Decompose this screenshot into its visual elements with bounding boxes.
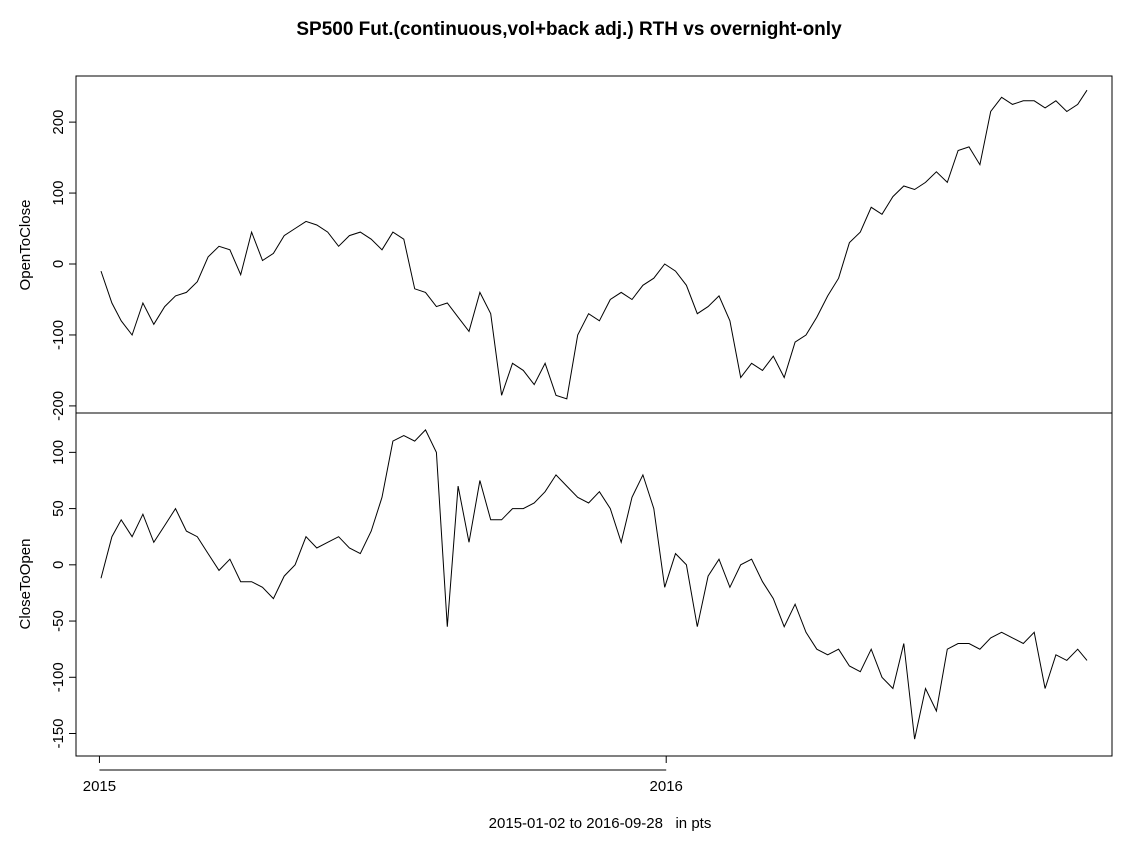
y-axis-label-bottom: CloseToOpen [17,539,34,630]
y-tick-label: 200 [50,110,67,135]
series-line-opentoclose [100,89,1088,400]
y-axis-bottom: -150 -100 -50 0 50 100 [50,440,76,749]
x-axis-label: 2015-01-02 to 2016-09-28 in pts [489,815,712,832]
plot-frame [75,75,1113,757]
y-tick-label: -100 [50,662,67,692]
y-axis-label-top: OpenToClose [17,200,34,291]
x-tick-label: 2015 [83,778,116,795]
x-axis: 2015 2016 [83,756,683,795]
chart-title: SP500 Fut.(continuous,vol+back adj.) RTH… [296,19,842,40]
y-tick-label: 100 [50,440,67,465]
x-tick-label: 2016 [650,778,683,795]
y-tick-label: -50 [50,610,67,632]
y-tick-label: 100 [50,181,67,206]
y-tick-label: 0 [50,561,67,569]
y-tick-label: -150 [50,718,67,748]
series-line-closetoopen [100,429,1088,740]
y-tick-label: -200 [50,391,67,421]
y-tick-label: 50 [50,500,67,517]
y-axis-top: -200 -100 0 100 200 [50,110,76,421]
y-tick-label: -100 [50,320,67,350]
y-tick-label: 0 [50,260,67,268]
